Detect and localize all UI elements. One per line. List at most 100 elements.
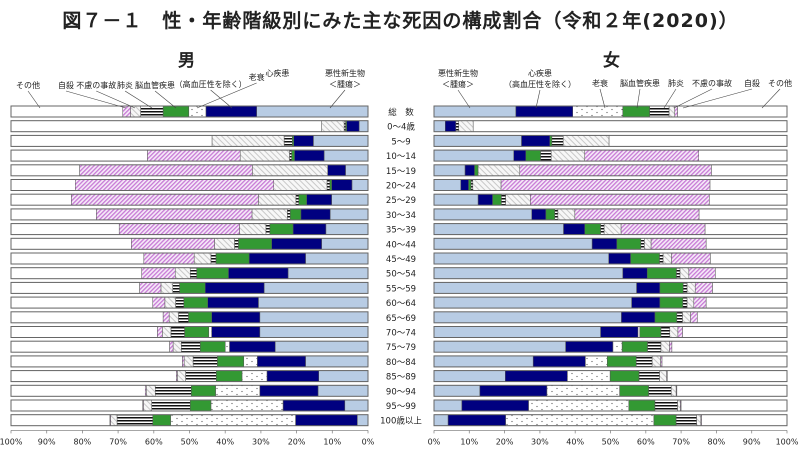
bar-segment-male-other [10,385,146,397]
age-label: 35～39 [386,226,416,236]
bar-segment-male-pneumonia [178,311,189,324]
bar-outline [433,340,788,353]
bar-segment-male-heart [293,135,314,147]
bar-segment-female-stroke [619,385,649,397]
bar-segment-female-accident [669,326,679,338]
age-label: 40～44 [386,240,416,250]
bar-segment-male-heart [295,414,358,426]
bar-segment-female-cancer [433,267,624,279]
legend-label-suicide: 自殺 [58,80,74,90]
bar-segment-male-pneumonia [181,340,201,353]
bar-segment-male-cancer [256,105,369,118]
bar-segment-male-stroke [289,208,302,221]
legend-label-cancer: 悪性新生物 [438,68,478,78]
bar-segment-female-suicide [671,252,711,265]
bar-segment-male-heart [248,252,306,265]
bar-segment-male-cancer [258,296,369,309]
x-tick-label: 40% [216,437,234,446]
bar-segment-male-heart [229,340,276,353]
bar-outline [433,208,788,221]
leader-line [535,89,541,109]
bar-segment-male-pneumonia [116,414,153,426]
bar-segment-female-accident [682,311,691,324]
bar-segment-female-other [671,340,788,353]
bar-segment-male-stroke [291,149,295,162]
bar-outline [433,281,788,294]
bar-segment-male-cancer [287,267,369,279]
bar-segment-female-cancer [433,296,632,309]
bar-segment-male-suicide [182,355,185,368]
bar-segment-female-heart [591,238,618,250]
bar-segment-female-suicide [669,340,673,353]
bar-outline [433,296,788,309]
age-label: 75～79 [386,343,416,353]
bar-segment-male-cancer [344,399,369,412]
bar-segment-female-heart [513,149,527,162]
bar-segment-female-other [676,385,788,397]
bar-segment-male-accident [273,179,328,191]
bar-segment-male-suicide [143,252,195,265]
bar-segment-male-stroke [179,282,206,294]
bar-segment-female-heart [445,120,457,132]
bar-segment-female-other [705,296,788,309]
age-label: 55～59 [386,284,416,294]
bar-segment-female-accident [644,238,652,250]
bar-segment-female-heart [477,193,493,206]
bar-outline [10,134,369,147]
bar-segment-male-accident [193,252,212,265]
bar-outline [433,164,788,177]
bar-segment-female-accident [458,120,474,132]
leader-line [65,90,127,109]
bar-outline [10,105,369,118]
bar-segment-female-cancer [433,399,463,412]
leader-line [196,82,257,109]
bar-segment-male-stroke [184,326,210,338]
bar-segment-male-suicide [152,296,166,309]
bar-segment-male-heart [271,238,322,250]
bar-segment-male-pneumonia [185,370,217,382]
bar-segment-male-suicide [162,311,170,324]
bar-segment-male-stroke [199,340,226,353]
bar-segment-female-senility [567,370,611,382]
bar-segment-male-senility [208,326,212,338]
chart-title: 図７－１ 性・年齢階級別にみた主な死因の構成割合（令和２年(2020)） [62,10,739,32]
bar-segment-female-stroke [545,208,555,221]
bar-segment-male-cancer [259,311,369,324]
bar-segment-male-accident [130,105,141,118]
bar-segment-female-suicide [519,164,712,177]
bar-segment-female-suicide [530,193,710,206]
bar-segment-male-cancer [318,370,369,382]
bar-segment-female-other [682,326,788,338]
bar-segment-female-stroke [646,267,677,279]
bar-segment-female-suicide [694,282,713,294]
bar-segment-female-suicide [690,311,698,324]
bar-segment-male-other [10,135,213,147]
bar-outline [10,296,369,309]
x-tick-label: 20% [288,437,306,446]
bar-segment-female-other [698,208,788,221]
bar-segment-male-suicide [96,208,253,221]
legend-label-heart: （高血圧性を除く） [504,79,576,89]
legend-label-pneumonia: 肺炎 [668,79,684,88]
bar-segment-female-pneumonia [648,385,672,397]
x-tick-label: 0% [428,437,441,446]
bar-segment-female-pneumonia [638,370,660,382]
bar-segment-female-accident [472,179,502,191]
leader-line [599,88,606,109]
x-tick-label: 50% [181,437,199,446]
x-tick-label: 60% [637,437,655,446]
x-tick-label: 100% [776,437,799,446]
bar-outline [433,252,788,265]
leader-line [663,88,677,109]
bar-outline [433,399,788,412]
bar-segment-female-other [709,193,788,206]
bar-segment-female-other [667,370,788,382]
bar-segment-male-stroke [189,399,212,412]
bar-segment-female-accident [679,267,690,279]
bar-segment-female-stroke [622,105,650,118]
bar-segment-female-cancer [433,326,601,338]
bar-segment-female-accident [659,370,667,382]
age-label: 総 数 [388,107,414,118]
leader-line [96,90,136,109]
bar-segment-male-pneumonia [175,296,185,309]
